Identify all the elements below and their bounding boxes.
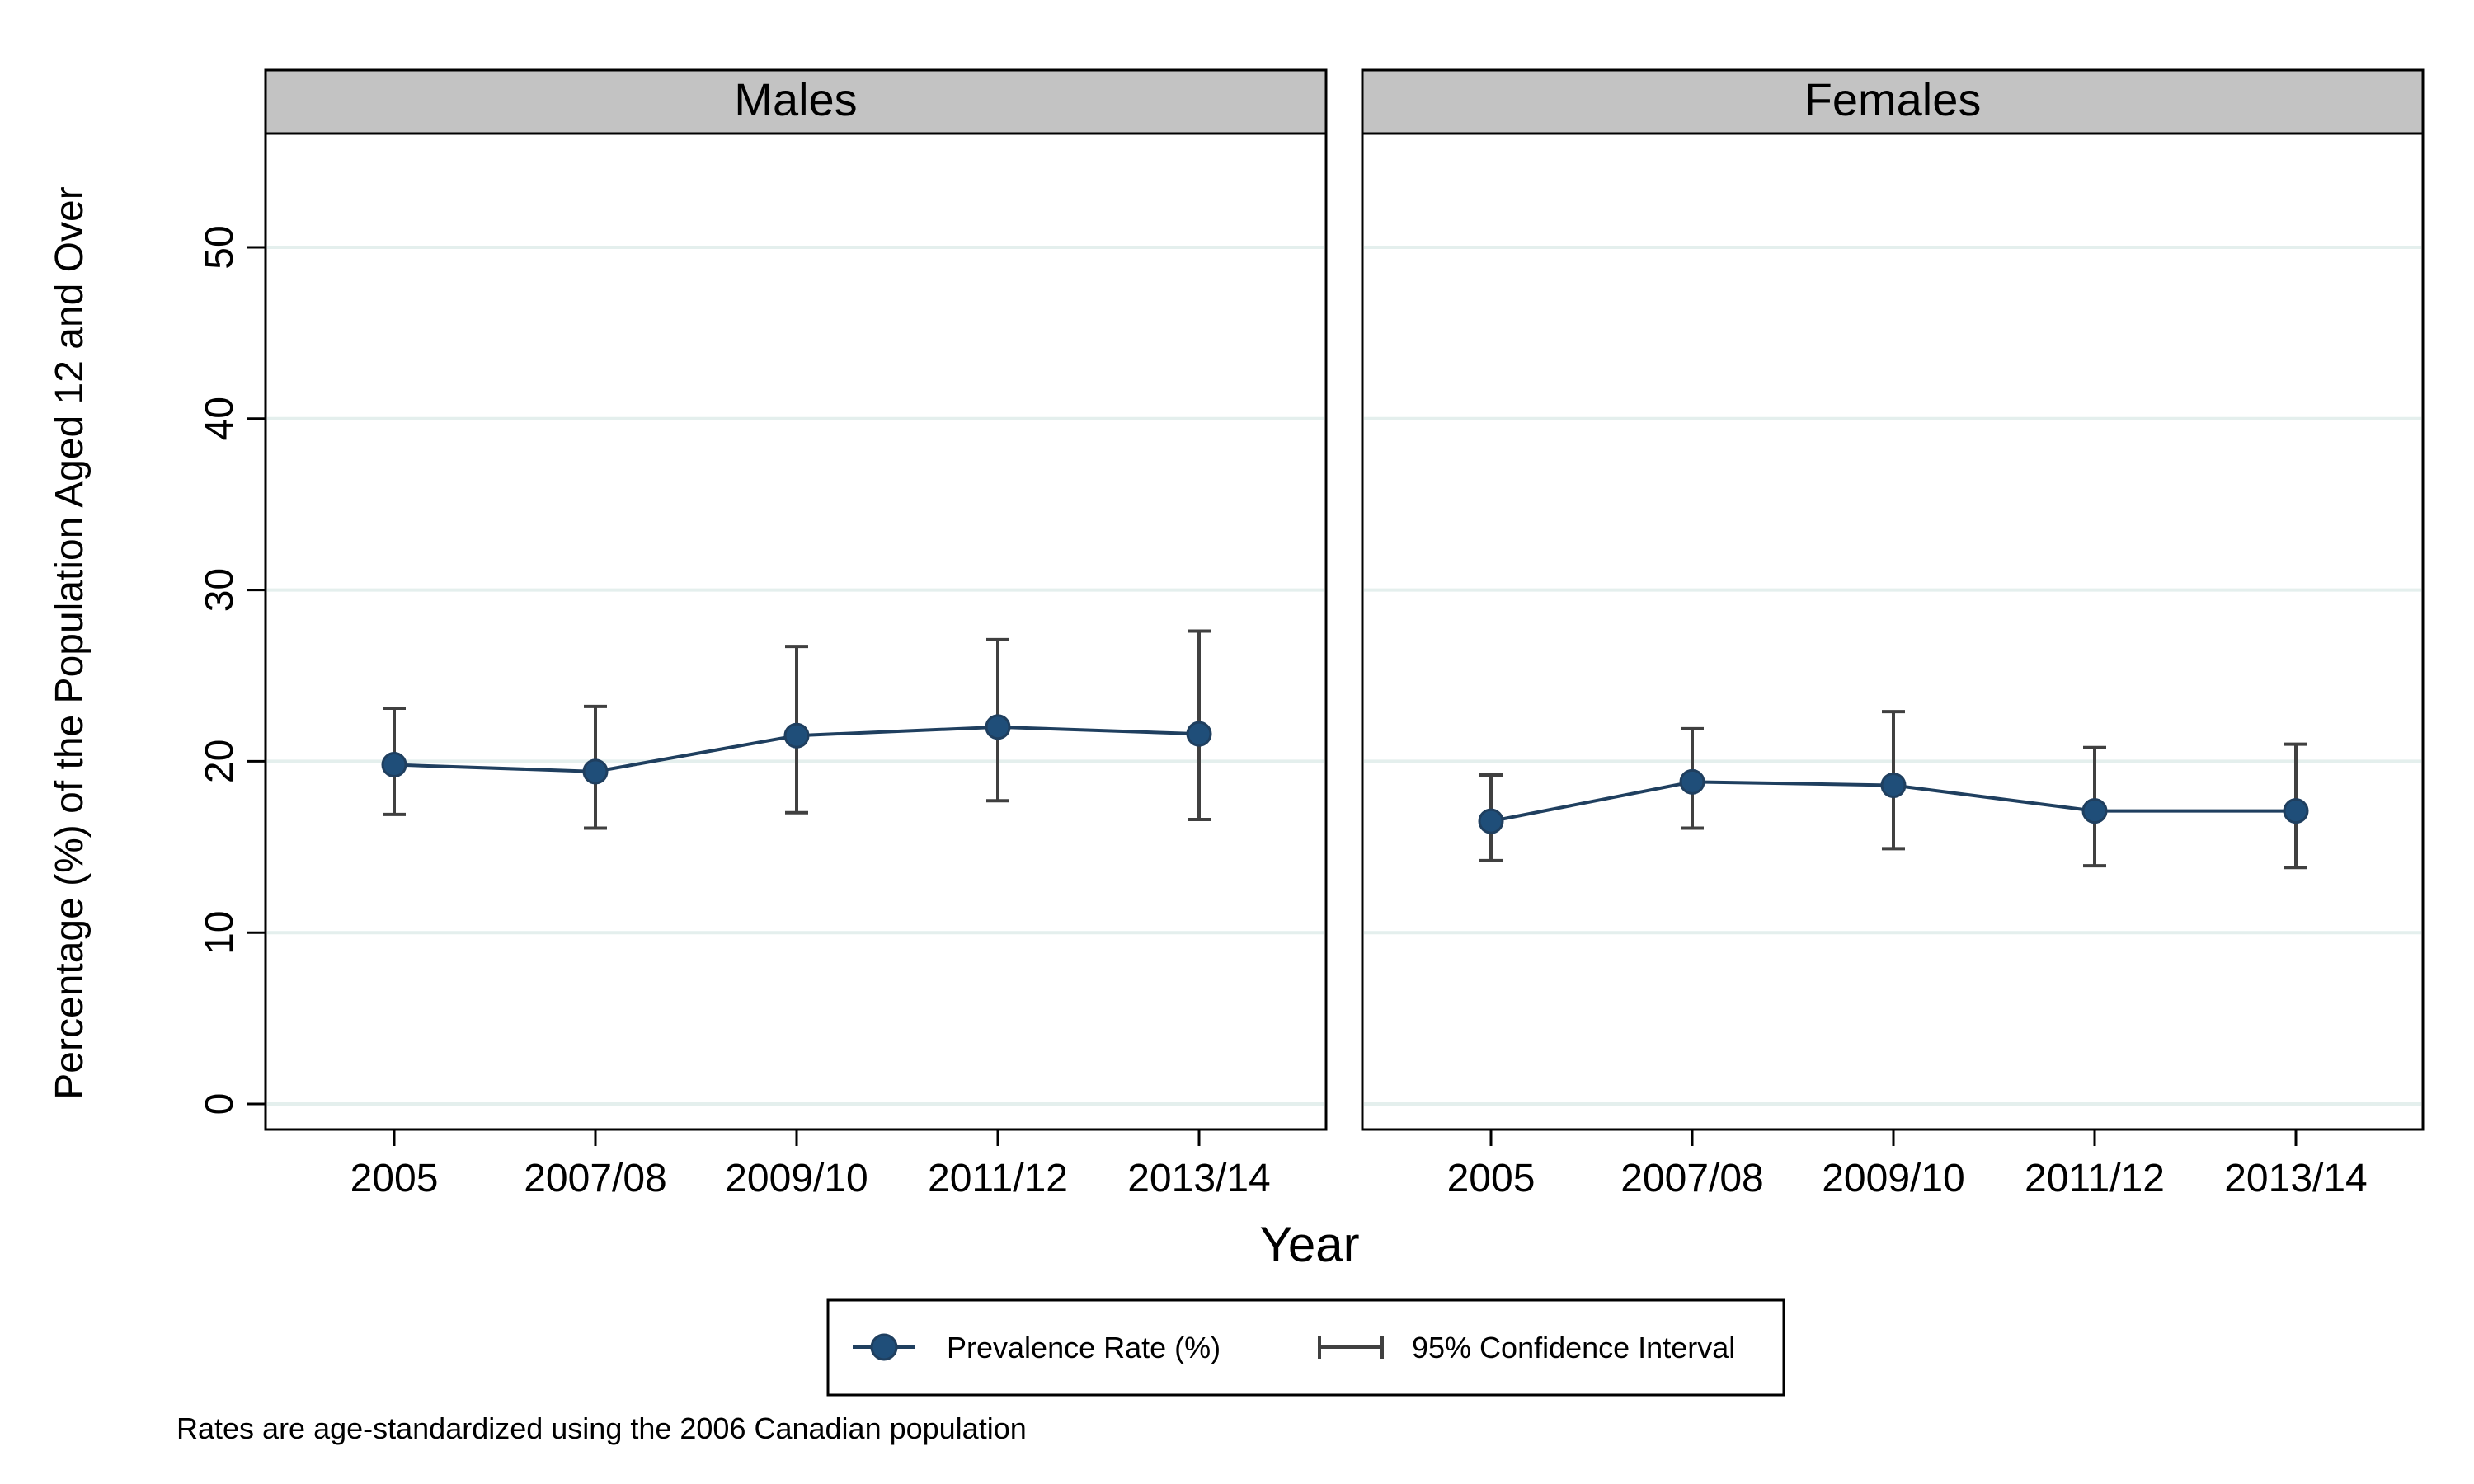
legend-item-prevalence: Prevalence Rate (%) [853, 1331, 1221, 1364]
x-axis-title: Year [1259, 1217, 1359, 1272]
data-point [381, 752, 407, 778]
legend-label-ci: 95% Confidence Interval [1412, 1331, 1735, 1364]
x-tick-label: 2009/10 [725, 1157, 868, 1200]
y-tick-label: 10 [198, 911, 242, 955]
y-axis-title: Percentage (%) of the Population Aged 12… [48, 186, 92, 1099]
legend-marker-swatch [870, 1333, 898, 1361]
data-point [2081, 798, 2108, 824]
data-point [985, 714, 1011, 740]
panel-title: Males [734, 73, 857, 125]
data-point [783, 722, 810, 749]
x-tick-label: 2011/12 [928, 1157, 1068, 1200]
chart-note: Rates are age-standardized using the 200… [176, 1411, 1027, 1445]
panel-males: Males 0 10 20 30 40 50 2005 2007/08 2009/10 2011/1… [198, 68, 1328, 1200]
data-point [1679, 768, 1705, 795]
y-tick-label: 0 [198, 1093, 242, 1115]
plot-area [1362, 134, 2423, 1129]
x-tick-label: 2011/12 [2025, 1157, 2165, 1200]
panel-strip [1361, 68, 2425, 135]
y-tick-label: 50 [198, 225, 242, 269]
y-tick-label: 20 [198, 740, 242, 783]
x-tick-label: 2007/08 [1620, 1157, 1764, 1200]
data-point [582, 758, 609, 785]
x-tick-label: 2013/14 [2224, 1157, 2368, 1200]
legend: Prevalence Rate (%) 95% Confidence Inter… [826, 1298, 1785, 1397]
legend-label-prevalence: Prevalence Rate (%) [947, 1331, 1221, 1364]
data-point [1186, 721, 1212, 747]
x-tick-label: 2009/10 [1822, 1157, 1965, 1200]
panels: Males 0 10 20 30 40 50 2005 2007/08 2009/10 2011/1… [198, 68, 2425, 1200]
panel-title: Females [1804, 73, 1982, 125]
x-tick-label: 2005 [350, 1157, 439, 1200]
data-point [2283, 798, 2309, 824]
x-tick-label: 2013/14 [1127, 1157, 1271, 1200]
legend-box [826, 1298, 1785, 1397]
panel-females: Females 2005 2007/08 2009/10 2011/12 2013/14 [1361, 68, 2425, 1200]
x-tick-label: 2007/08 [524, 1157, 667, 1200]
data-point [1880, 772, 1907, 798]
x-tick-label: 2005 [1447, 1157, 1536, 1200]
y-tick-label: 30 [198, 568, 242, 612]
y-tick-label: 40 [198, 397, 242, 440]
plot-area [266, 134, 1326, 1129]
data-point [1478, 808, 1504, 834]
legend-item-ci: 95% Confidence Interval [1318, 1331, 1735, 1364]
panel-strip [264, 68, 1328, 135]
